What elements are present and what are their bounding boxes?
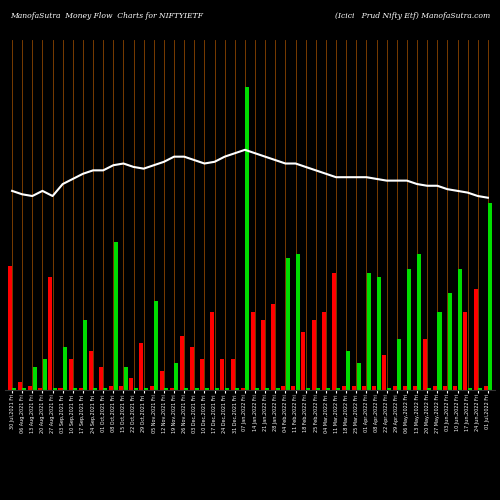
Bar (170, 388, 174, 390)
Bar (114, 242, 117, 390)
Bar (140, 344, 143, 390)
Bar (53, 388, 57, 390)
Bar (42, 359, 46, 390)
Bar (180, 336, 184, 390)
Bar (109, 386, 113, 390)
Bar (160, 370, 164, 390)
Bar (342, 386, 346, 390)
Bar (478, 388, 482, 390)
Bar (119, 386, 123, 390)
Bar (38, 388, 42, 390)
Bar (336, 388, 340, 390)
Text: ManofaSutra  Money Flow  Charts for NIFTYIETF: ManofaSutra Money Flow Charts for NIFTYI… (10, 12, 203, 20)
Bar (63, 347, 67, 390)
Bar (134, 388, 138, 390)
Bar (150, 386, 154, 390)
Bar (402, 386, 406, 390)
Bar (417, 254, 422, 390)
Bar (458, 270, 462, 390)
Bar (200, 359, 204, 390)
Bar (468, 388, 472, 390)
Bar (94, 388, 98, 390)
Bar (89, 351, 93, 390)
Bar (271, 304, 275, 390)
Bar (190, 347, 194, 390)
Bar (240, 388, 244, 390)
Bar (73, 388, 77, 390)
Bar (68, 359, 72, 390)
Bar (366, 274, 370, 390)
Bar (174, 363, 178, 390)
Bar (225, 388, 229, 390)
Bar (78, 388, 83, 390)
Bar (322, 312, 326, 390)
Bar (488, 204, 492, 390)
Bar (352, 386, 356, 390)
Bar (413, 386, 417, 390)
Bar (194, 388, 198, 390)
Bar (448, 293, 452, 390)
Bar (454, 386, 458, 390)
Bar (58, 388, 62, 390)
Bar (251, 312, 255, 390)
Bar (210, 312, 214, 390)
Bar (99, 366, 103, 390)
Bar (326, 388, 330, 390)
Bar (154, 300, 158, 390)
Bar (407, 270, 411, 390)
Bar (276, 388, 280, 390)
Bar (256, 388, 260, 390)
Bar (220, 359, 224, 390)
Bar (164, 388, 168, 390)
Bar (392, 386, 396, 390)
Bar (316, 388, 320, 390)
Bar (266, 388, 270, 390)
Bar (184, 388, 188, 390)
Bar (48, 277, 52, 390)
Bar (130, 378, 134, 390)
Bar (464, 312, 468, 390)
Bar (346, 351, 350, 390)
Bar (382, 355, 386, 390)
Bar (261, 320, 265, 390)
Text: (Icici   Prud Nifty Etf) ManofaSutra.com: (Icici Prud Nifty Etf) ManofaSutra.com (335, 12, 490, 20)
Bar (474, 289, 478, 390)
Bar (104, 388, 108, 390)
Bar (377, 277, 381, 390)
Bar (8, 266, 12, 390)
Bar (433, 386, 437, 390)
Bar (22, 388, 26, 390)
Bar (12, 388, 16, 390)
Bar (245, 86, 249, 390)
Bar (32, 366, 36, 390)
Bar (204, 388, 208, 390)
Bar (332, 274, 336, 390)
Bar (18, 382, 22, 390)
Bar (443, 386, 447, 390)
Bar (215, 388, 219, 390)
Bar (423, 340, 427, 390)
Bar (296, 254, 300, 390)
Bar (484, 386, 488, 390)
Bar (312, 320, 316, 390)
Bar (306, 388, 310, 390)
Bar (292, 386, 296, 390)
Bar (438, 312, 442, 390)
Bar (281, 386, 285, 390)
Bar (356, 363, 360, 390)
Bar (387, 388, 391, 390)
Bar (362, 386, 366, 390)
Bar (286, 258, 290, 390)
Bar (144, 388, 148, 390)
Bar (235, 388, 239, 390)
Bar (230, 359, 234, 390)
Bar (397, 340, 401, 390)
Bar (124, 366, 128, 390)
Bar (28, 386, 32, 390)
Bar (428, 388, 432, 390)
Bar (83, 320, 87, 390)
Bar (302, 332, 306, 390)
Bar (372, 386, 376, 390)
